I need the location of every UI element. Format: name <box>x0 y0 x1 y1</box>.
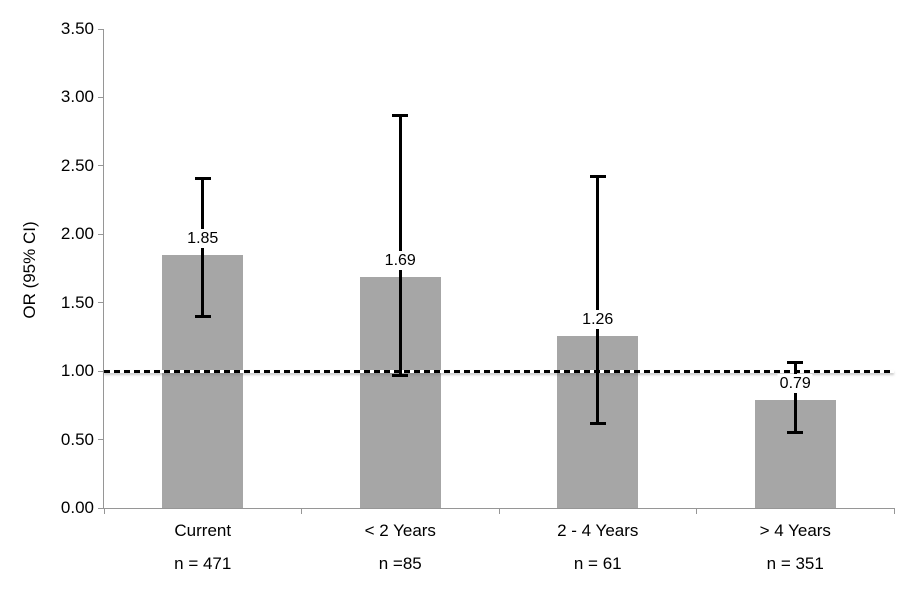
bar-value-label: 1.85 <box>185 228 221 248</box>
category-name: > 4 Years <box>759 521 831 540</box>
y-axis-tick <box>98 96 104 98</box>
error-bar-cap-top <box>589 175 606 179</box>
x-axis-tick <box>498 508 500 514</box>
error-bar-cap-bottom <box>787 431 804 435</box>
category-sample-size: n = 61 <box>573 554 622 573</box>
bar-value-label: 1.26 <box>580 309 616 329</box>
error-bar-cap-top <box>194 176 211 180</box>
y-axis-tick-label: 3.00 <box>60 87 94 107</box>
category-label: > 4 Years n = 351 <box>697 521 895 574</box>
y-axis-tick <box>98 165 104 167</box>
y-axis-tick <box>98 507 104 509</box>
y-axis-tick <box>98 233 104 235</box>
y-axis-tick-label: 2.50 <box>60 155 94 175</box>
x-axis-tick <box>301 508 302 514</box>
category-label: 2 - 4 Years n = 61 <box>499 521 697 574</box>
y-axis-tick-label: 1.50 <box>60 292 94 312</box>
y-axis-title: OR (95% CI) <box>20 221 39 319</box>
reference-line <box>104 369 894 373</box>
y-axis-tick-label: 0.50 <box>60 429 94 449</box>
error-bar-line <box>793 362 797 433</box>
error-bar-line <box>596 176 600 424</box>
y-axis-tick <box>98 370 104 372</box>
category-label: < 2 Years n =85 <box>302 521 500 574</box>
error-bar-line <box>398 115 402 376</box>
y-axis-tick-label: 1.00 <box>60 361 94 381</box>
bar-value-label: 0.79 <box>777 373 813 393</box>
category-name: < 2 Years <box>364 521 436 540</box>
bar-value-label: 1.69 <box>382 250 418 270</box>
x-axis-tick <box>696 508 697 514</box>
y-axis-tick-label: 2.00 <box>60 224 94 244</box>
error-bar-cap-top <box>787 361 804 365</box>
error-bar-cap-bottom <box>392 373 409 377</box>
category-sample-size: n = 351 <box>766 554 824 573</box>
error-bar-cap-bottom <box>589 421 606 425</box>
error-bar-cap-top <box>392 113 409 117</box>
category-sample-size: n = 471 <box>174 554 232 573</box>
y-axis-tick-label: 0.00 <box>60 498 94 517</box>
x-axis-tick <box>893 508 895 514</box>
y-axis-tick <box>98 28 104 30</box>
category-label: Current n = 471 <box>104 521 302 574</box>
y-axis-tick <box>98 439 104 441</box>
y-axis-tick-label: 3.50 <box>60 19 94 38</box>
y-axis-tick <box>98 302 104 304</box>
category-name: Current <box>174 521 232 540</box>
category-name: 2 - 4 Years <box>557 521 639 540</box>
category-sample-size: n =85 <box>378 554 422 573</box>
error-bar-cap-bottom <box>194 314 211 318</box>
x-axis-tick <box>103 508 105 514</box>
plot-area: 0.00 0.50 1.00 1.50 2.00 2.50 3.00 3.50 1.85 Curr… <box>61 19 895 573</box>
